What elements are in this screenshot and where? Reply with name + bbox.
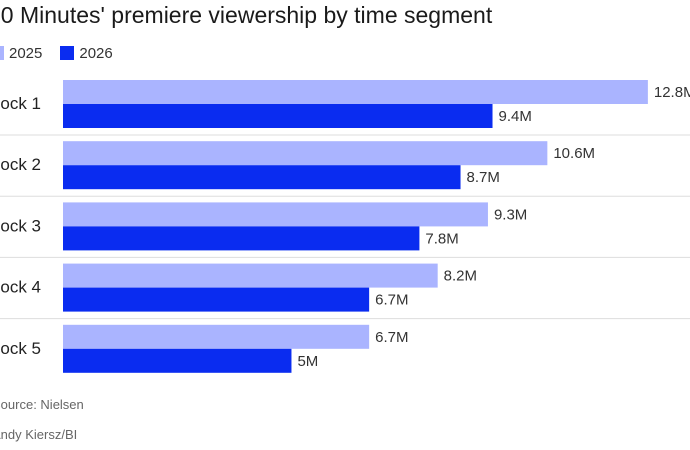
data-label: 9.3M <box>494 206 527 223</box>
legend-item-2025: 2025 <box>0 45 42 62</box>
data-label: 8.7M <box>467 169 500 186</box>
bar-2026-4 <box>63 287 370 312</box>
legend-label-2025: 2025 <box>9 44 43 62</box>
category-label: Block 4 <box>0 278 41 297</box>
credit-note: Andy Kiersz/BI <box>0 427 78 442</box>
bar-chart: Block 1 12.8M 9.4M Block 2 10.6M 8.7M Block 3 9… <box>0 80 690 373</box>
bar-2025-2 <box>63 141 548 166</box>
bar-2026-1 <box>63 104 493 128</box>
legend-swatch-2025 <box>0 46 4 60</box>
source-note: Source: Nielsen <box>0 397 84 412</box>
bar-2026-3 <box>63 226 420 251</box>
data-label: 10.6M <box>553 145 595 162</box>
legend-item-2026: 2026 <box>60 44 113 62</box>
bar-2025-4 <box>63 263 438 288</box>
data-label: 9.4M <box>499 108 532 125</box>
chart-title: 60 Minutes' premiere viewership by time … <box>0 2 493 28</box>
data-label: 7.8M <box>425 230 458 247</box>
category-label: Block 3 <box>0 216 41 235</box>
category-label: Block 5 <box>0 339 41 358</box>
category-label: Block 1 <box>0 94 41 113</box>
data-label: 5M <box>297 353 318 370</box>
legend-label-2026: 2026 <box>79 44 113 62</box>
data-label: 8.2M <box>444 268 477 285</box>
bar-2026-2 <box>63 165 461 190</box>
bar-2025-3 <box>63 202 488 227</box>
legend-swatch-2026 <box>60 46 75 60</box>
bar-2025-5 <box>63 324 370 349</box>
data-label: 6.7M <box>375 292 408 309</box>
legend: 2025 2026 <box>0 44 131 62</box>
category-label: Block 2 <box>0 155 41 174</box>
data-label: 12.8M <box>654 84 690 101</box>
bar-2026-5 <box>63 348 292 373</box>
bar-2025-1 <box>63 80 648 104</box>
data-label: 6.7M <box>375 329 408 346</box>
